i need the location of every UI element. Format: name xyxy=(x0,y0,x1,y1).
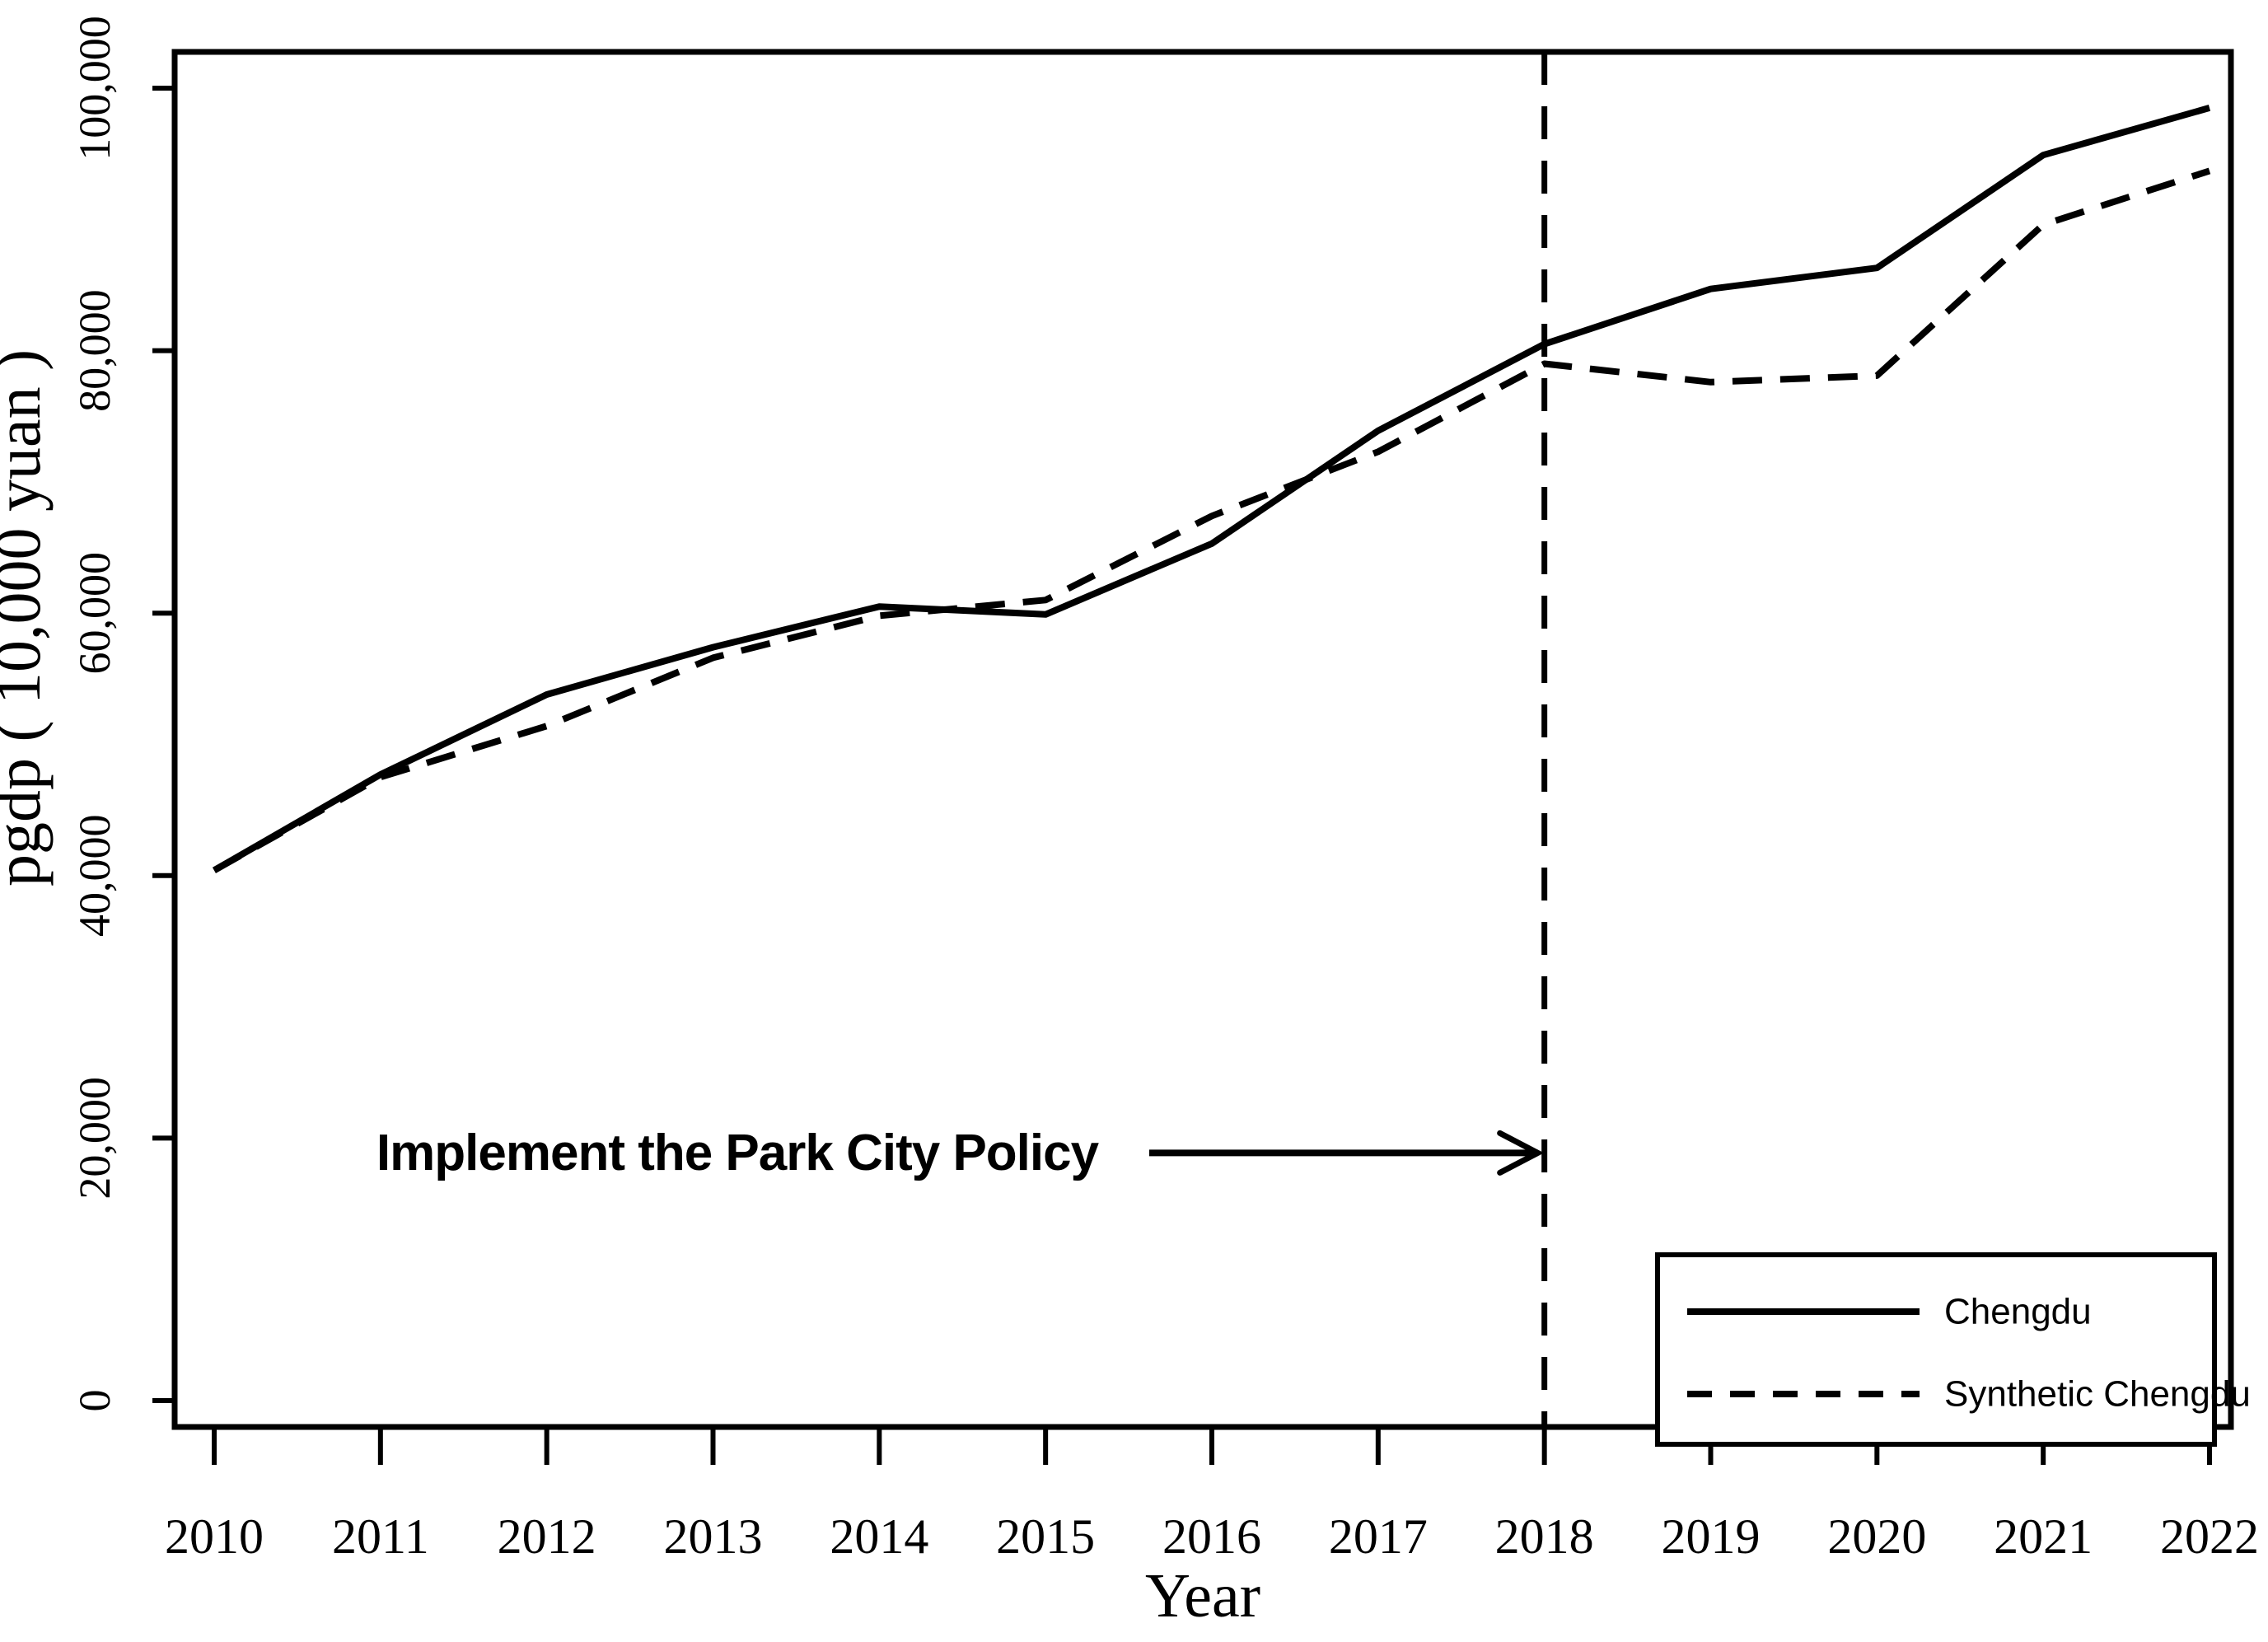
x-tick-label: 2010 xyxy=(165,1509,264,1564)
plot-area-border xyxy=(171,49,2234,1430)
arrow-head xyxy=(1497,1130,1545,1176)
y-tick-label: 60,000 xyxy=(70,552,119,675)
x-tick-label: 2022 xyxy=(2160,1509,2259,1564)
x-tick-label: 2011 xyxy=(332,1509,429,1564)
y-tick-label: 100,000 xyxy=(70,16,119,161)
y-axis-ticks: 0 20,000 40,000 60,000 80,000 100,000 xyxy=(70,16,175,1412)
x-tick-label: 2013 xyxy=(664,1509,763,1564)
x-axis-ticks: 2010 2011 2012 2013 2014 2015 2016 2017 2018 2019… xyxy=(165,1427,2259,1564)
y-tick-label: 20,000 xyxy=(70,1077,119,1200)
x-tick-label: 2020 xyxy=(1827,1509,1926,1564)
x-tick-label: 2012 xyxy=(498,1509,596,1564)
x-axis-title: Year xyxy=(1145,1561,1260,1630)
x-tick-label: 2015 xyxy=(996,1509,1095,1564)
legend-box xyxy=(1655,1252,2217,1447)
annotation-text: Implement the Park City Policy xyxy=(376,1125,1100,1181)
x-tick-label: 2018 xyxy=(1495,1509,1594,1564)
x-tick-label: 2017 xyxy=(1329,1509,1428,1564)
y-axis-title: pgdp ( 10,000 yuan ) xyxy=(0,349,54,886)
x-tick-label: 2021 xyxy=(1994,1509,2093,1564)
y-tick-label: 0 xyxy=(70,1390,119,1412)
y-tick-label: 80,000 xyxy=(70,289,119,412)
y-tick-label: 40,000 xyxy=(70,815,119,938)
legend-label-chengdu: Chengdu xyxy=(1944,1292,2092,1332)
series-line-synthetic xyxy=(213,167,2211,873)
legend-label-synthetic: Synthetic Chengdu xyxy=(1944,1374,2251,1415)
x-tick-label: 2016 xyxy=(1162,1509,1261,1564)
annotation-arrow xyxy=(1149,1130,1545,1176)
legend: Chengdu Synthetic Chengdu xyxy=(1655,1252,2251,1447)
x-tick-label: 2019 xyxy=(1662,1509,1761,1564)
x-tick-label: 2014 xyxy=(830,1509,928,1564)
series-line-chengdu xyxy=(213,105,2211,873)
